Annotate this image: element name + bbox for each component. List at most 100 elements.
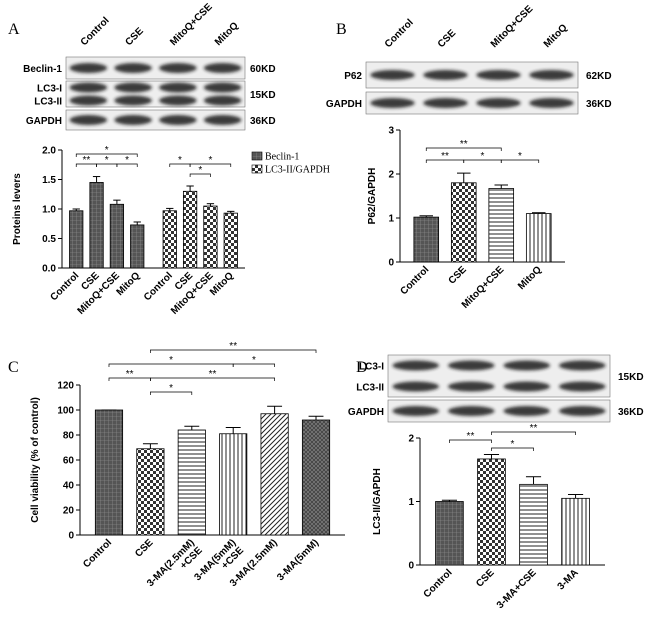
- bar: [260, 413, 289, 536]
- blot-row-label: LC3-II: [34, 97, 62, 108]
- y-tick-label: 0: [408, 561, 414, 572]
- panel-letter: D: [356, 359, 368, 376]
- significance-bracket: [425, 147, 502, 151]
- blot-band: [558, 406, 606, 416]
- significance-label: *: [481, 151, 485, 162]
- significance-bracket: [500, 159, 540, 163]
- blot-band: [392, 360, 440, 371]
- lane-label: MitoQ+CSE: [489, 3, 536, 50]
- bar: [519, 483, 548, 566]
- x-tick-label: Control: [48, 270, 81, 303]
- blot-band: [114, 115, 152, 125]
- blot-row-label: LC3-I: [359, 362, 384, 373]
- significance-label: **: [229, 341, 237, 352]
- y-tick-label: 0.0: [42, 264, 56, 275]
- x-tick-label: 3-MA(5mM): [275, 537, 321, 583]
- blot-band: [159, 82, 197, 93]
- blot-row-label: GAPDH: [26, 116, 62, 127]
- significance-label: *: [105, 145, 109, 156]
- blot-size-label: 15KD: [618, 372, 644, 383]
- bar: [130, 224, 145, 269]
- panel-letter: B: [336, 21, 347, 38]
- bar: [488, 188, 515, 263]
- blot-strip: [65, 109, 246, 131]
- bar: [223, 212, 238, 269]
- y-tick-label: 60: [63, 456, 75, 467]
- blot-band: [370, 98, 415, 108]
- bar: [182, 190, 198, 269]
- significance-bracket: [189, 173, 211, 177]
- blot-band: [423, 98, 468, 108]
- significance-label: **: [467, 431, 475, 442]
- blot-band: [447, 406, 495, 416]
- y-tick-label: 20: [63, 506, 75, 517]
- x-tick-label: Control: [142, 270, 175, 303]
- significance-bracket: [150, 391, 193, 395]
- blot-band: [159, 63, 197, 73]
- blot-band: [69, 115, 108, 125]
- blot-size-label: 36KD: [586, 99, 612, 110]
- bar: [136, 448, 165, 536]
- blot-band: [203, 63, 242, 73]
- bar: [219, 433, 248, 536]
- blot-band: [476, 70, 521, 80]
- lane-label: CSE: [436, 28, 459, 51]
- blot-band: [529, 98, 574, 108]
- blot-band: [503, 406, 551, 416]
- x-tick-label: 3-MA+CSE: [495, 567, 539, 611]
- x-tick-label: Control: [398, 264, 431, 297]
- blot-size-label: 60KD: [250, 64, 276, 75]
- bar: [203, 205, 218, 269]
- y-tick-label: 2: [408, 434, 414, 445]
- significance-label: **: [460, 139, 468, 150]
- x-tick-label: MitoQ: [208, 270, 236, 298]
- bar: [477, 458, 506, 566]
- blot-size-label: 36KD: [250, 116, 276, 127]
- significance-label: **: [209, 369, 217, 380]
- significance-bracket: [75, 153, 138, 157]
- blot-band: [203, 115, 242, 125]
- legend-label: LC3-II/GAPDH: [265, 165, 330, 176]
- x-tick-label: MitoQ: [115, 270, 143, 298]
- blot-band: [423, 70, 468, 80]
- y-tick-label: 1: [388, 214, 394, 225]
- bar: [89, 182, 104, 269]
- x-tick-label: CSE: [474, 567, 497, 590]
- blot-band: [114, 63, 152, 73]
- x-tick-label: 3-MA: [556, 567, 581, 592]
- significance-label: **: [441, 151, 449, 162]
- panel-letter: C: [8, 359, 19, 376]
- lane-label: Control: [383, 17, 416, 50]
- significance-label: *: [511, 439, 515, 450]
- y-tick-label: 80: [63, 431, 75, 442]
- bar: [450, 182, 477, 263]
- significance-label: *: [178, 155, 182, 166]
- significance-bracket: [116, 163, 138, 167]
- bar: [162, 210, 177, 269]
- y-tick-label: 1: [408, 497, 414, 508]
- x-tick-label: Control: [422, 567, 455, 600]
- blot-band: [114, 95, 152, 106]
- significance-label: *: [125, 155, 129, 166]
- y-tick-label: 0.5: [42, 234, 56, 245]
- blot-band: [558, 381, 606, 392]
- blot-band: [203, 82, 242, 93]
- blot-band: [558, 360, 606, 371]
- blot-row-label: GAPDH: [348, 407, 384, 418]
- significance-bracket: [150, 377, 275, 381]
- blot-size-label: 15KD: [250, 90, 276, 101]
- blot-band: [476, 98, 521, 108]
- blot-row-label: LC3-II: [356, 383, 384, 394]
- blot-band: [159, 95, 197, 106]
- y-tick-label: 0: [68, 531, 74, 542]
- legend-label: Beclin-1: [265, 152, 299, 163]
- significance-bracket: [150, 349, 317, 353]
- y-axis-label: P62/GAPDH: [367, 168, 378, 225]
- significance-label: *: [518, 151, 522, 162]
- blot-size-label: 36KD: [618, 407, 644, 418]
- significance-label: *: [105, 155, 109, 166]
- blot-row-label: LC3-I: [37, 84, 62, 95]
- significance-label: **: [530, 423, 538, 434]
- significance-bracket: [449, 439, 492, 443]
- y-tick-label: 0: [388, 258, 394, 269]
